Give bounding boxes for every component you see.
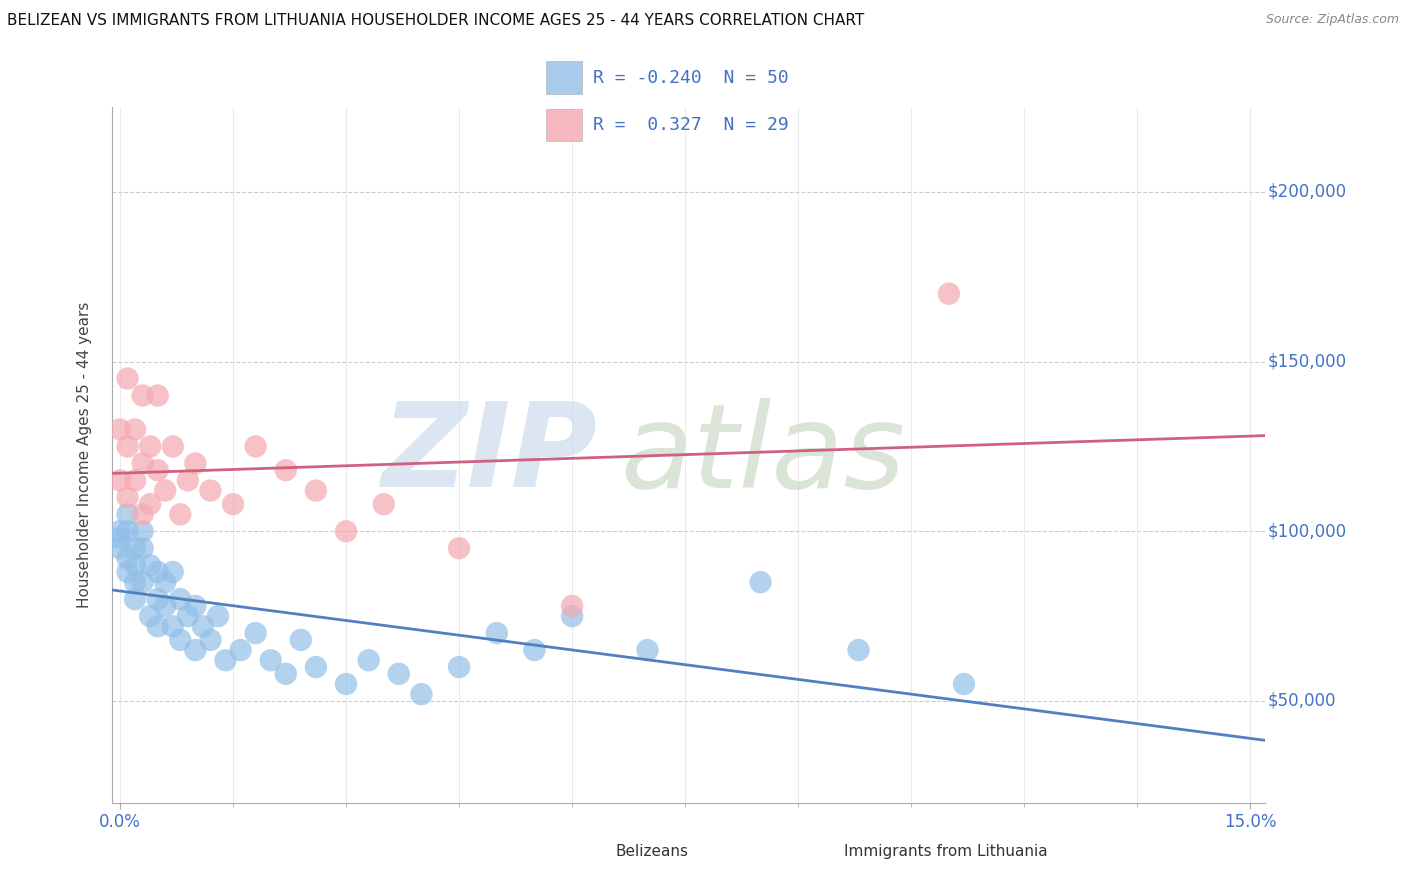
Point [155,483,177,498]
Point [749,575,772,590]
Point [305,483,328,498]
Point [108,531,131,545]
FancyBboxPatch shape [546,109,582,141]
Point [108,474,131,488]
Point [177,609,200,624]
Point [139,609,162,624]
Point [229,643,252,657]
Point [139,439,162,453]
Point [124,422,146,436]
Point [335,524,357,539]
Point [207,609,229,624]
Point [117,371,139,385]
Point [848,643,870,657]
Point [184,643,207,657]
Point [146,388,169,402]
Point [200,483,222,498]
Point [169,632,191,647]
Text: $150,000: $150,000 [1268,352,1347,370]
Point [124,541,146,556]
Point [139,497,162,511]
Text: $100,000: $100,000 [1268,523,1347,541]
Point [561,609,583,624]
Point [953,677,976,691]
Text: BELIZEAN VS IMMIGRANTS FROM LITHUANIA HOUSEHOLDER INCOME AGES 25 - 44 YEARS CORR: BELIZEAN VS IMMIGRANTS FROM LITHUANIA HO… [7,13,865,29]
Point [191,619,214,633]
Point [222,497,245,511]
Point [637,643,659,657]
Point [117,439,139,453]
Point [523,643,546,657]
Point [335,677,357,691]
FancyBboxPatch shape [546,62,582,95]
Point [117,491,139,505]
Point [146,463,169,477]
Point [373,497,395,511]
Point [124,474,146,488]
Point [146,619,169,633]
Point [388,666,411,681]
Text: atlas: atlas [620,398,905,512]
Y-axis label: Householder Income Ages 25 - 44 years: Householder Income Ages 25 - 44 years [77,301,91,608]
Point [155,575,177,590]
Point [117,524,139,539]
Point [108,422,131,436]
Point [146,565,169,579]
Point [124,575,146,590]
Point [131,457,153,471]
Text: Source: ZipAtlas.com: Source: ZipAtlas.com [1265,13,1399,27]
Point [117,508,139,522]
Text: ZIP: ZIP [381,398,596,512]
Point [169,508,191,522]
Point [162,619,184,633]
Point [200,632,222,647]
Point [274,666,297,681]
Point [411,687,433,701]
Point [357,653,380,667]
Point [131,541,153,556]
Point [146,592,169,607]
Point [117,551,139,566]
Point [245,626,267,640]
Point [245,439,267,453]
Point [449,660,471,674]
Point [155,599,177,613]
Point [162,565,184,579]
Point [449,541,471,556]
Point [108,524,131,539]
Point [485,626,508,640]
Point [290,632,312,647]
Point [274,463,297,477]
Point [169,592,191,607]
Point [139,558,162,573]
Point [260,653,283,667]
Point [184,457,207,471]
Point [131,575,153,590]
Point [124,558,146,573]
Point [131,524,153,539]
Point [938,286,960,301]
Point [184,599,207,613]
Point [305,660,328,674]
Point [108,541,131,556]
Text: R = -0.240  N = 50: R = -0.240 N = 50 [593,69,789,87]
Text: $200,000: $200,000 [1268,183,1347,201]
Point [124,592,146,607]
Text: Belizeans: Belizeans [616,845,689,859]
Point [177,474,200,488]
Point [117,565,139,579]
Point [131,388,153,402]
Point [162,439,184,453]
Point [214,653,236,667]
Point [131,508,153,522]
Text: R =  0.327  N = 29: R = 0.327 N = 29 [593,116,789,134]
Point [561,599,583,613]
Text: $50,000: $50,000 [1268,692,1336,710]
Text: Immigrants from Lithuania: Immigrants from Lithuania [844,845,1047,859]
